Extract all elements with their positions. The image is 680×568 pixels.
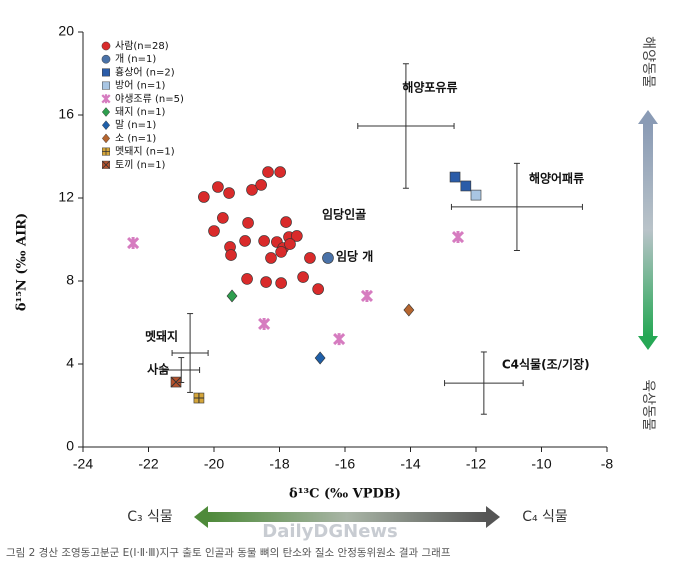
legend-marker: [101, 133, 111, 144]
point: [193, 392, 205, 404]
point: [217, 212, 229, 224]
legend-label: 소 (n=1): [115, 132, 156, 144]
x-tick-label: -12: [466, 456, 486, 472]
point: [275, 246, 287, 258]
legend-marker: [101, 160, 111, 169]
point: [258, 235, 270, 247]
annotation: 임당 개: [336, 249, 373, 264]
x-tick-label: -24: [73, 456, 93, 472]
legend-label: 말 (n=1): [115, 119, 156, 131]
legend-label: 방어 (n=1): [115, 80, 166, 92]
legend-label: 흉상어 (n=2): [115, 65, 175, 78]
point: [280, 216, 292, 228]
x-tick-label: -8: [601, 456, 614, 472]
point: [265, 252, 277, 264]
point: [451, 230, 465, 244]
point: [333, 333, 346, 346]
y-tick-label: 8: [66, 272, 74, 288]
legend-label: 멧돼지 (n=1): [115, 146, 175, 158]
horizontal-arrow: [194, 506, 500, 528]
point: [403, 303, 415, 317]
point: [223, 187, 235, 199]
x-tick-label: -18: [269, 456, 289, 472]
point: [225, 249, 237, 261]
reference-label: 해양어패류: [529, 170, 584, 185]
legend-marker: [101, 107, 111, 117]
legend-marker: [102, 81, 110, 90]
x-tick-label: -14: [400, 456, 420, 472]
legend-label: 사람(n=28): [115, 39, 169, 52]
legend-label: 야생조류 (n=5): [115, 93, 184, 105]
point: [470, 189, 482, 201]
point: [258, 317, 271, 331]
point: [275, 277, 287, 289]
point: [291, 230, 303, 242]
point: [274, 166, 286, 178]
point: [360, 289, 374, 303]
reference-label: 해양포유류: [402, 79, 457, 94]
annotation: 임당인골: [322, 207, 366, 222]
point: [322, 252, 334, 264]
legend-marker: [101, 94, 111, 104]
c3-label: C₃ 식물: [127, 509, 173, 525]
y-tick-label: 4: [66, 355, 74, 371]
point: [208, 225, 220, 237]
x-tick-label: -22: [138, 456, 158, 472]
point: [297, 271, 309, 283]
point: [226, 289, 238, 303]
x-tick-label: -16: [335, 456, 355, 472]
legend-label: 돼지 (n=1): [115, 106, 166, 118]
x-tick-label: -20: [204, 456, 224, 472]
x-tick-label: -10: [531, 456, 551, 472]
point: [304, 252, 316, 264]
point: [284, 238, 296, 250]
reference-label: 멧돼지: [145, 329, 178, 344]
point: [255, 179, 267, 191]
point: [314, 351, 326, 365]
point: [449, 171, 461, 183]
point: [312, 283, 324, 295]
x-axis-label: δ¹³C (‰ VPDB): [289, 487, 401, 502]
watermark: DailyDGNews: [262, 521, 398, 542]
point: [246, 184, 258, 196]
vertical-arrow: [638, 110, 658, 350]
y-tick-label: 12: [58, 189, 74, 205]
legend-marker: [101, 41, 111, 51]
legend-marker: [102, 68, 110, 77]
legend-marker: [102, 147, 110, 156]
point: [212, 181, 224, 193]
point: [241, 273, 253, 285]
point: [170, 376, 182, 388]
y-axis-label: δ¹⁵N (‰ AIR): [15, 213, 30, 311]
reference-label: 사슴: [147, 362, 169, 377]
point: [198, 191, 210, 203]
terrestrial-label: 육상동물: [640, 379, 656, 431]
y-tick-label: 0: [66, 438, 74, 454]
caption: 그림 2 경산 조영동고분군 E(Ⅰ·Ⅱ·Ⅲ)지구 출토 인골과 동물 뼈의 탄…: [6, 546, 451, 559]
c4-label: C₄ 식물: [522, 509, 568, 525]
legend-label: 개 (n=1): [115, 53, 156, 65]
point: [242, 217, 254, 229]
y-tick-label: 16: [58, 106, 74, 122]
marine-label: 해양동물: [640, 36, 656, 88]
point: [262, 166, 274, 178]
legend-label: 토끼 (n=1): [115, 159, 166, 171]
legend-marker: [101, 120, 111, 131]
point: [239, 235, 251, 247]
reference-label: C4식물(조/기장): [502, 357, 590, 372]
point: [260, 276, 272, 288]
point: [460, 180, 472, 192]
point: [127, 236, 140, 250]
legend-marker: [101, 54, 111, 64]
y-tick-label: 20: [58, 23, 74, 39]
